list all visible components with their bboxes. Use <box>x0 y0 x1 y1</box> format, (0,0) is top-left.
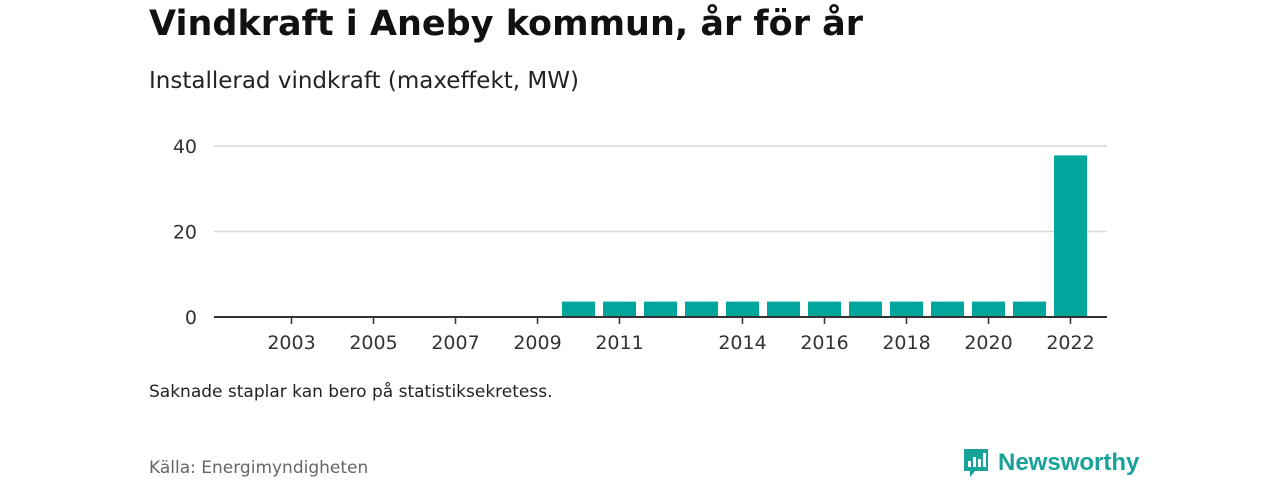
x-tick-label: 2005 <box>349 332 397 354</box>
bar-2019 <box>931 301 964 317</box>
y-tick-label: 0 <box>185 307 197 329</box>
y-tick-label: 20 <box>173 222 197 244</box>
axes: 0 20 40 2003 2005 2007 2009 2011 2014 2016 2018 202… <box>173 136 1107 354</box>
y-tick-label: 40 <box>173 136 197 158</box>
bar-2015 <box>767 301 800 317</box>
bar-2011 <box>603 301 636 317</box>
grid-lines <box>214 145 1107 233</box>
bar-2021 <box>1013 301 1046 317</box>
x-tick-label: 2009 <box>513 332 561 354</box>
chart-title: Vindkraft i Aneby kommun, år för år <box>149 4 864 44</box>
bars <box>562 155 1087 317</box>
bar-2018 <box>890 301 923 317</box>
x-tick-label: 2003 <box>267 332 315 354</box>
bar-2022 <box>1054 155 1087 317</box>
bar-2014 <box>726 301 759 317</box>
x-tick-label: 2016 <box>800 332 848 354</box>
source-label: Källa: Energimyndigheten <box>149 458 369 478</box>
x-tick-label: 2020 <box>964 332 1012 354</box>
bar-chart-speech-bubble-icon <box>964 449 988 477</box>
brand-name: Newsworthy <box>998 449 1140 476</box>
bar-2020 <box>972 301 1005 317</box>
bar-2012 <box>644 301 677 317</box>
bar-2016 <box>808 301 841 317</box>
bar-2010 <box>562 301 595 317</box>
chart-subtitle: Installerad vindkraft (maxeffekt, MW) <box>149 68 579 94</box>
bar-2017 <box>849 301 882 317</box>
x-tick-label: 2007 <box>431 332 479 354</box>
bar-2013 <box>685 301 718 317</box>
newsworthy-logo[interactable]: Newsworthy <box>962 447 1139 479</box>
footnote: Saknade staplar kan bero på statistiksek… <box>149 382 553 402</box>
x-tick-label: 2014 <box>718 332 766 354</box>
x-tick-label: 2022 <box>1046 332 1094 354</box>
x-tick-label: 2011 <box>595 332 643 354</box>
x-tick-label: 2018 <box>882 332 930 354</box>
